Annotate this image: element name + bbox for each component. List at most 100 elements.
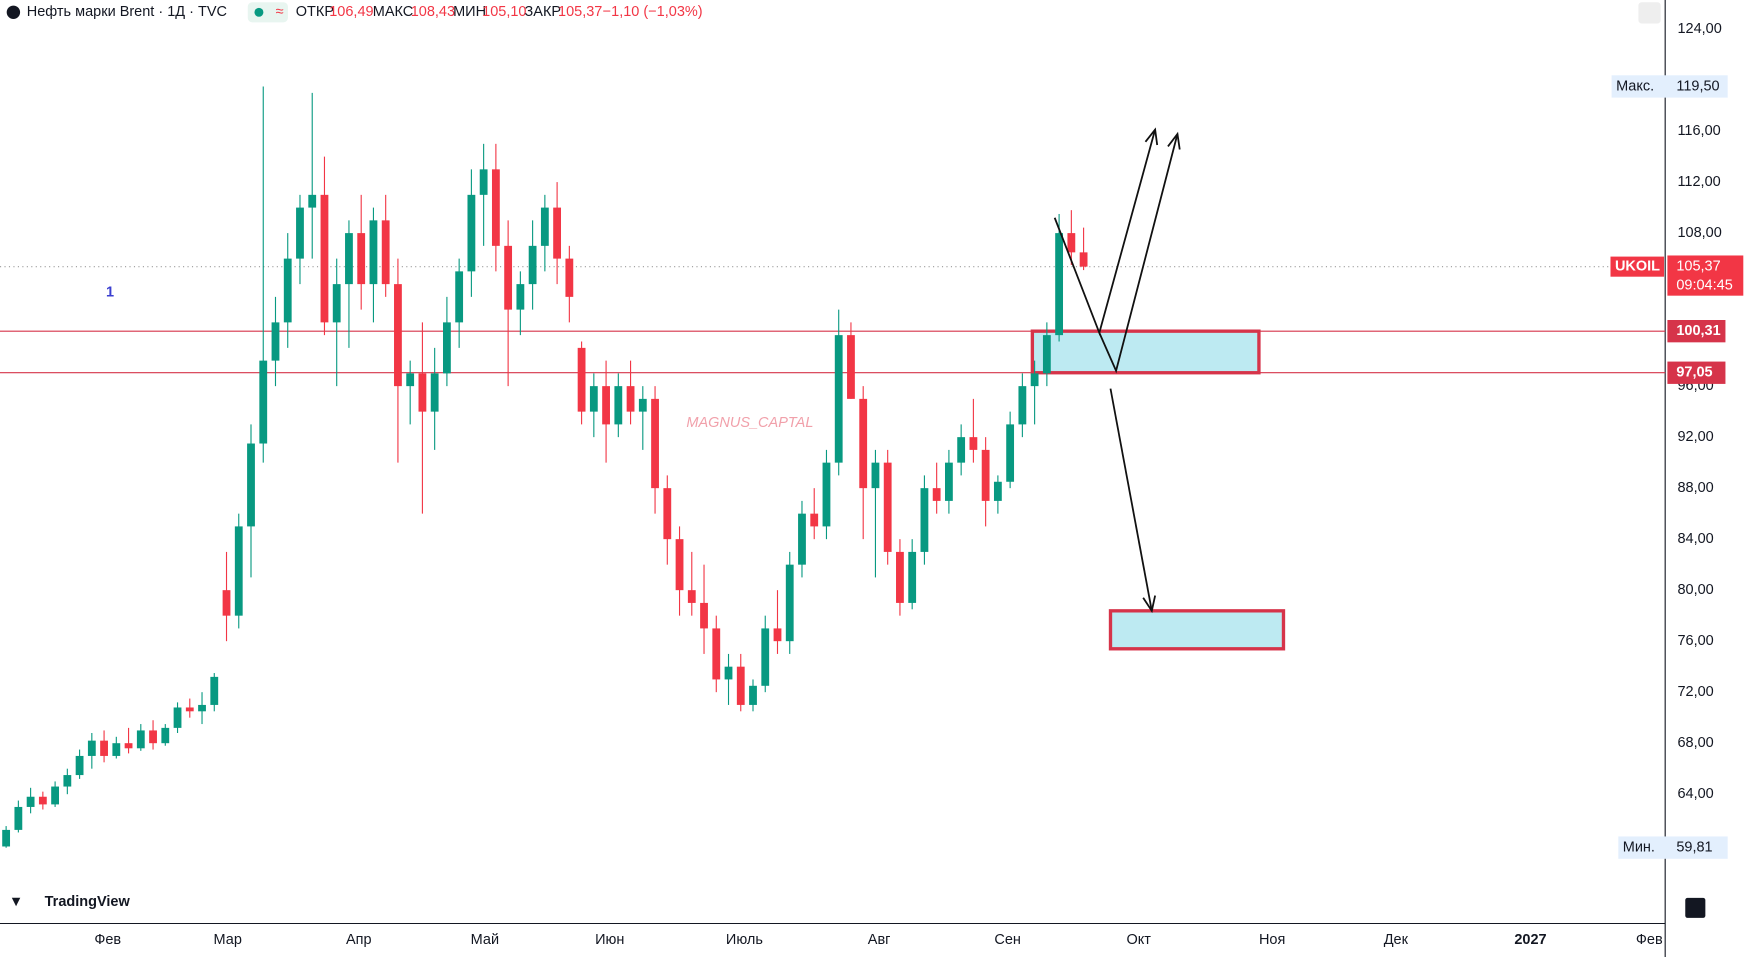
candle-body (528, 245, 537, 285)
candle-body (467, 194, 476, 272)
delay-icon: ≈ (276, 4, 284, 20)
y-tick-label: 84,00 (1677, 531, 1713, 547)
max-label: 119,50 (1676, 78, 1719, 94)
brand-logo: ▼ (9, 894, 23, 910)
candle-body (1042, 335, 1051, 374)
close: 105,37 (558, 4, 602, 20)
candle-body (112, 743, 121, 756)
candle-body (602, 386, 610, 425)
candle-body (210, 676, 219, 705)
candle-body (234, 526, 243, 616)
y-tick-label: 68,00 (1677, 735, 1713, 751)
candle-body (308, 194, 317, 208)
candle-body (247, 443, 255, 527)
candle-body (700, 602, 708, 629)
candle-body (920, 488, 929, 552)
candle-body (173, 707, 182, 728)
x-tick-label: Июль (726, 932, 763, 948)
candle-body (516, 284, 525, 310)
candle-body (100, 740, 108, 756)
status-badge (247, 2, 288, 23)
min-label: 59,81 (1676, 839, 1712, 855)
market-status (254, 7, 264, 17)
candle-body (736, 666, 745, 705)
close-label: ЗАКР (525, 4, 562, 20)
settings-button[interactable] (1638, 2, 1661, 24)
candle-body (945, 462, 953, 501)
candle-body (51, 786, 60, 805)
open-label: ОТКР (296, 4, 334, 20)
candle-body (296, 207, 304, 259)
candle-body (75, 755, 84, 776)
y-tick-label: 64,00 (1677, 786, 1713, 802)
brand: TradingView (45, 894, 131, 910)
candle-body (969, 437, 978, 450)
y-tick-label: 124,00 (1677, 21, 1721, 37)
zone-upper (1030, 329, 1261, 375)
x-tick-label: Июн (595, 932, 624, 948)
y-tick-label: 116,00 (1677, 123, 1720, 139)
open: 106,49 (329, 4, 373, 20)
candle-body (785, 564, 794, 642)
candle-body (651, 398, 659, 489)
candle-body (614, 386, 623, 425)
candle-body (63, 775, 72, 787)
y-tick-label: 108,00 (1677, 225, 1721, 241)
x-tick-label: Фев (1636, 932, 1663, 948)
y-tick-label: 72,00 (1677, 684, 1713, 700)
candle-body (687, 590, 696, 603)
candle-body (981, 449, 990, 501)
x-tick-label: Окт (1126, 932, 1151, 948)
candle-body (932, 488, 941, 501)
candle-body (124, 743, 133, 749)
candle-body (822, 462, 831, 527)
candle-body (638, 398, 647, 412)
x-tick-label: Авг (868, 932, 891, 948)
candle-body (577, 347, 586, 412)
candle-body (381, 220, 390, 285)
candle-body (712, 628, 721, 680)
y-tick-label: 112,00 (1677, 174, 1720, 190)
max-name: Макс. (1616, 78, 1654, 94)
candle-body (161, 727, 170, 744)
arrow-up-1 (1053, 129, 1156, 336)
annotation: 1 (106, 284, 114, 300)
candle-body (14, 806, 23, 830)
candle-body (394, 284, 402, 387)
header: Нефть марки Brent · 1Д · TVC ≈ ОТКР 106,… (6, 2, 703, 23)
candle-body (26, 796, 35, 807)
last-tag (1667, 255, 1744, 296)
candle-body (1006, 424, 1015, 482)
candle-body (185, 707, 194, 712)
symbol: Нефть марки Brent · 1Д · TVC (27, 4, 227, 20)
y-tick-label: 92,00 (1677, 429, 1713, 445)
countdown: 09:04:45 (1676, 277, 1732, 293)
level-label: 100,31 (1676, 323, 1720, 339)
high-label: МАКС (373, 4, 414, 20)
zone-lower (1108, 609, 1286, 651)
candle-body (320, 194, 329, 323)
candle-body (1018, 386, 1027, 425)
candle-body (418, 373, 427, 412)
candle-body (149, 730, 157, 744)
x-tick-label: Фев (94, 932, 121, 948)
candle-body (1030, 373, 1039, 387)
candle-body (540, 207, 549, 246)
candle-body (883, 462, 892, 552)
candle-body (553, 207, 562, 259)
watermark: MAGNUS_CAPTAL (686, 415, 813, 431)
min-tag (1618, 836, 1728, 859)
candle-body (479, 169, 488, 195)
candle-body (357, 233, 366, 285)
candle-body (675, 539, 684, 591)
auto-scale-button[interactable] (1685, 897, 1706, 918)
change: −1,10 (−1,03%) (603, 4, 703, 20)
arrow-up-2 (1098, 133, 1179, 374)
candle-body (871, 462, 880, 489)
candle-body (332, 284, 341, 323)
y-tick-label: 76,00 (1677, 633, 1713, 649)
x-tick-label: Апр (346, 932, 372, 948)
level-tag (1667, 320, 1726, 343)
candle-body (455, 271, 464, 323)
low-label: МИН (453, 4, 486, 20)
